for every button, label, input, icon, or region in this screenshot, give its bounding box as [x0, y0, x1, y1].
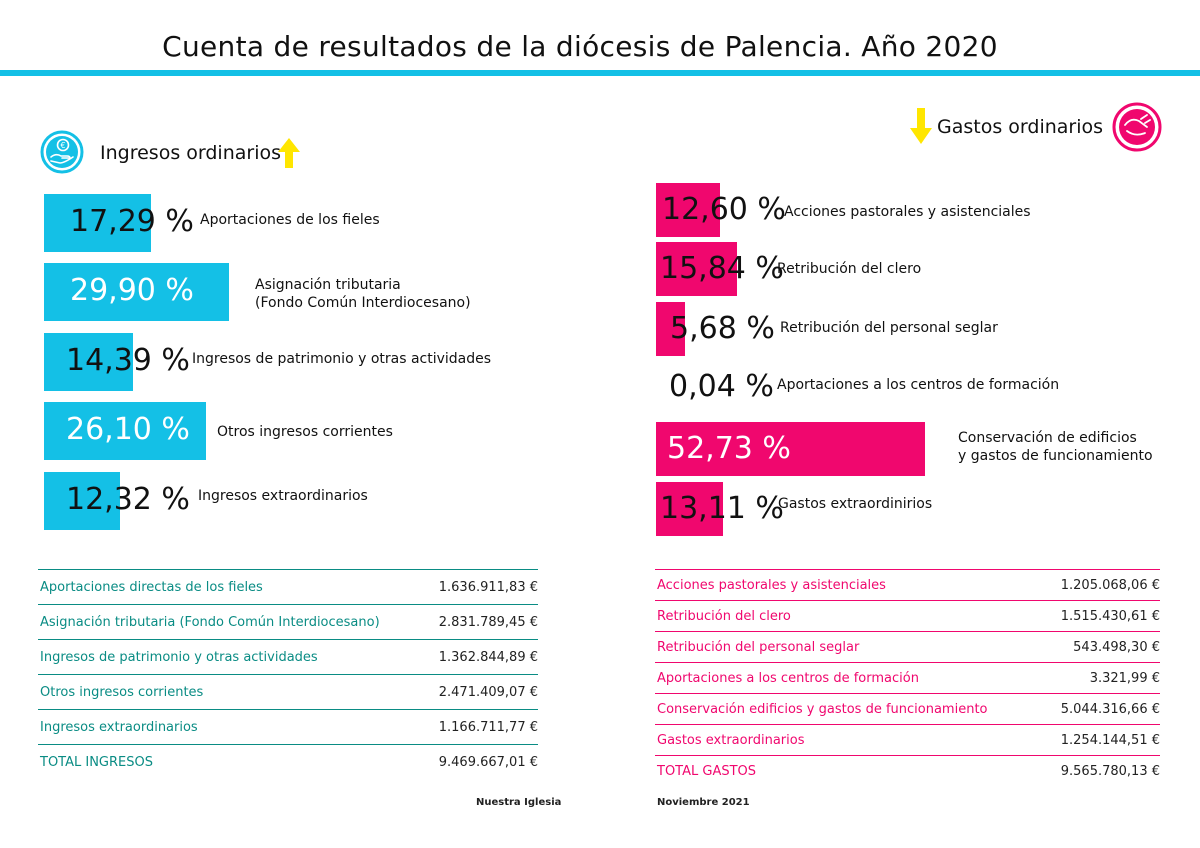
- gastos-bar-label: Retribución del personal seglar: [780, 320, 998, 336]
- row-label: Retribución del personal seglar: [655, 631, 1043, 663]
- table-row: Retribución del clero 1.515.430,61 €: [655, 600, 1160, 632]
- ingresos-bar-value: 29,90 %: [70, 273, 194, 308]
- row-label: Conservación edificios y gastos de funci…: [655, 693, 1043, 725]
- gastos-bar-value: 13,11 %: [660, 491, 784, 526]
- gastos-bar-label: Conservación de edificios y gastos de fun…: [958, 430, 1153, 464]
- row-value: 2.831.789,45 €: [424, 604, 538, 640]
- gastos-bar-label: Acciones pastorales y asistenciales: [784, 204, 1031, 220]
- row-label: Otros ingresos corrientes: [38, 674, 425, 710]
- row-value: 1.362.844,89 €: [424, 639, 538, 675]
- row-value: 9.469.667,01 €: [424, 744, 538, 779]
- ingresos-bar-label: Ingresos de patrimonio y otras actividad…: [192, 351, 492, 367]
- ingresos-bar-value: 12,32 %: [66, 482, 190, 517]
- table-row: Asignación tributaria (Fondo Común Inter…: [38, 604, 538, 640]
- row-value: 1.205.068,06 €: [1042, 569, 1160, 601]
- table-row: Ingresos de patrimonio y otras actividad…: [38, 639, 538, 675]
- row-label: Gastos extraordinarios: [655, 724, 1043, 756]
- row-value: 1.166.711,77 €: [424, 709, 538, 745]
- gastos-bar: [656, 482, 723, 536]
- row-label: TOTAL GASTOS: [655, 755, 1043, 786]
- gastos-bar-label: Aportaciones a los centros de formación: [777, 377, 1060, 393]
- footer-date: Noviembre 2021: [657, 797, 750, 808]
- row-value: 5.044.316,66 €: [1042, 693, 1160, 725]
- row-label: Ingresos de patrimonio y otras actividad…: [38, 639, 425, 675]
- gastos-table: Acciones pastorales y asistenciales 1.205…: [655, 569, 1160, 786]
- row-value: 1.515.430,61 €: [1042, 600, 1160, 632]
- ingresos-bar: [44, 263, 229, 321]
- ingresos-bar: [44, 194, 151, 252]
- row-value: 543.498,30 €: [1042, 631, 1160, 663]
- gastos-bar-label: Retribución del clero: [777, 261, 922, 277]
- page-title: Cuenta de resultados de la diócesis de P…: [162, 30, 998, 63]
- hand-payment-icon: [1112, 102, 1162, 152]
- row-value: 1.254.144,51 €: [1042, 724, 1160, 756]
- table-row: Conservación edificios y gastos de funci…: [655, 693, 1160, 725]
- ingresos-bar: [44, 333, 133, 391]
- gastos-bar-value: 5,68 %: [670, 311, 775, 346]
- ingresos-bar: [44, 402, 206, 460]
- table-row: Acciones pastorales y asistenciales 1.205…: [655, 569, 1160, 601]
- row-value: 2.471.409,07 €: [424, 674, 538, 710]
- row-label: TOTAL INGRESOS: [38, 744, 425, 779]
- ingresos-bar-value: 14,39 %: [66, 343, 190, 378]
- arrow-down-icon: [910, 108, 932, 144]
- gastos-bar: [656, 242, 737, 296]
- table-row: Aportaciones a los centros de formación 3…: [655, 662, 1160, 694]
- ingresos-table: Aportaciones directas de los fieles 1.636…: [38, 569, 538, 779]
- table-row: Otros ingresos corrientes 2.471.409,07 €: [38, 674, 538, 710]
- gastos-bar-value: 52,73 %: [667, 431, 791, 466]
- gastos-bar: [656, 183, 720, 237]
- row-value: 1.636.911,83 €: [424, 569, 538, 605]
- total-row: TOTAL GASTOS 9.565.780,13 €: [655, 755, 1160, 786]
- total-row: TOTAL INGRESOS 9.469.667,01 €: [38, 744, 538, 779]
- table-row: Ingresos extraordinarios 1.166.711,77 €: [38, 709, 538, 745]
- row-label: Retribución del clero: [655, 600, 1043, 632]
- row-label: Aportaciones a los centros de formación: [655, 662, 1043, 694]
- ingresos-bar-label: Otros ingresos corrientes: [217, 424, 393, 440]
- row-value: 9.565.780,13 €: [1042, 755, 1160, 786]
- ingresos-bar-label: Aportaciones de los fieles: [200, 212, 380, 228]
- gastos-bar: [656, 422, 925, 476]
- row-label: Asignación tributaria (Fondo Común Inter…: [38, 604, 425, 640]
- ingresos-bar-label: Ingresos extraordinarios: [198, 488, 368, 504]
- table-row: Aportaciones directas de los fieles 1.636…: [38, 569, 538, 605]
- ingresos-bar-value: 26,10 %: [66, 412, 190, 447]
- gastos-bar: [656, 302, 685, 356]
- table-row: Gastos extraordinarios 1.254.144,51 €: [655, 724, 1160, 756]
- arrow-up-icon: [278, 138, 300, 168]
- row-label: Aportaciones directas de los fieles: [38, 569, 425, 605]
- row-label: Acciones pastorales y asistenciales: [655, 569, 1043, 601]
- ingresos-bar-label: Asignación tributaria (Fondo Común Interd…: [255, 277, 471, 311]
- ingresos-bar: [44, 472, 120, 530]
- svg-text:€: €: [60, 141, 65, 150]
- ingresos-bar-value: 17,29 %: [70, 204, 194, 239]
- gastos-bar-value: 15,84 %: [660, 251, 784, 286]
- footer-publication: Nuestra Iglesia: [476, 797, 562, 808]
- gastos-bar-value: 0,04 %: [669, 369, 774, 404]
- gastos-bar-label: Gastos extraordinirios: [778, 496, 933, 512]
- table-row: Retribución del personal seglar 543.498,3…: [655, 631, 1160, 663]
- gastos-section-title: Gastos ordinarios: [937, 116, 1104, 138]
- title-rule: [0, 70, 1200, 76]
- row-value: 3.321,99 €: [1042, 662, 1160, 694]
- row-label: Ingresos extraordinarios: [38, 709, 425, 745]
- coin-in-hand-icon: €: [40, 130, 88, 178]
- gastos-bar-value: 12,60 %: [662, 192, 786, 227]
- ingresos-section-title: Ingresos ordinarios: [100, 142, 281, 164]
